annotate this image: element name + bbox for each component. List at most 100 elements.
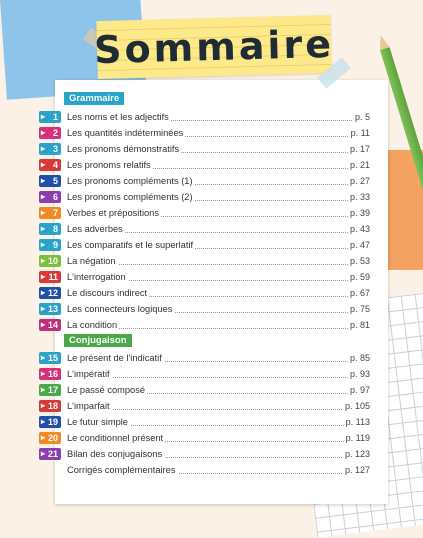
entry-page-number: p. 27 bbox=[347, 176, 370, 186]
toc-entry[interactable]: 15 Le présent de l'indicatif p. 85 bbox=[39, 350, 388, 366]
dot-leader bbox=[67, 216, 370, 217]
entry-label: Le futur simple bbox=[67, 417, 130, 427]
entry-label: Les pronoms compléments (1) bbox=[67, 176, 195, 186]
entry-page-number: p. 33 bbox=[347, 192, 370, 202]
dot-leader bbox=[67, 393, 370, 394]
entry-page-number: p. 85 bbox=[347, 353, 370, 363]
chapter-number-badge: 12 bbox=[39, 287, 61, 299]
entry-label: Les connecteurs logiques bbox=[67, 304, 175, 314]
entry-label: Les adverbes bbox=[67, 224, 125, 234]
entry-page-number: p. 97 bbox=[347, 385, 370, 395]
chapter-number-badge: 8 bbox=[39, 223, 61, 235]
entry-label: Le passé composé bbox=[67, 385, 148, 395]
dot-leader bbox=[67, 168, 370, 169]
entry-label: Les comparatifs et le superlatif bbox=[67, 240, 196, 250]
entry-page-number: p. 11 bbox=[348, 128, 370, 138]
dot-leader bbox=[67, 441, 370, 442]
chapter-number-badge: 18 bbox=[39, 400, 61, 412]
chapter-number-badge: 2 bbox=[39, 127, 61, 139]
toc-entry[interactable]: 7 Verbes et prépositions p. 39 bbox=[39, 205, 388, 221]
toc-entry[interactable]: 13 Les connecteurs logiques p. 75 bbox=[39, 301, 388, 317]
toc-entry[interactable]: 17 Le passé composé p. 97 bbox=[39, 382, 388, 398]
chapter-number-badge: 15 bbox=[39, 352, 61, 364]
dot-leader bbox=[67, 248, 370, 249]
toc-entry[interactable]: 4 Les pronoms relatifs p. 21 bbox=[39, 157, 388, 173]
entry-label: Les pronoms compléments (2) bbox=[67, 192, 195, 202]
entry-page-number: p. 5 bbox=[352, 112, 370, 122]
dot-leader bbox=[67, 296, 370, 297]
toc-entry[interactable]: 14 La condition p. 81 bbox=[39, 317, 388, 333]
toc-entry[interactable]: 1 Les noms et les adjectifs p. 5 bbox=[39, 109, 388, 125]
toc-entry[interactable]: 21 Bilan des conjugaisons p. 123 bbox=[39, 446, 388, 462]
toc-entry[interactable]: 9 Les comparatifs et le superlatif p. 47 bbox=[39, 237, 388, 253]
entry-page-number: p. 75 bbox=[347, 304, 370, 314]
toc-entry[interactable]: 2 Les quantités indéterminées p. 11 bbox=[39, 125, 388, 141]
chapter-number-badge: 19 bbox=[39, 416, 61, 428]
dot-leader bbox=[67, 361, 370, 362]
chapter-number-badge: 6 bbox=[39, 191, 61, 203]
dot-leader bbox=[67, 377, 370, 378]
dot-leader bbox=[67, 425, 370, 426]
entry-label: Les pronoms démonstratifs bbox=[67, 144, 182, 154]
entry-label: Bilan des conjugaisons bbox=[67, 449, 165, 459]
dot-leader bbox=[67, 232, 370, 233]
entry-label: Corrigés complémentaires bbox=[67, 465, 178, 475]
chapter-number-badge: 21 bbox=[39, 448, 61, 460]
entry-page-number: p. 113 bbox=[343, 417, 370, 427]
section-heading-conjugaison: Conjugaison bbox=[64, 334, 132, 347]
chapter-number-badge: 17 bbox=[39, 384, 61, 396]
dot-leader bbox=[67, 200, 370, 201]
entry-page-number: p. 127 bbox=[342, 465, 370, 475]
dot-leader bbox=[67, 264, 370, 265]
chapter-number-badge: 20 bbox=[39, 432, 61, 444]
entry-page-number: p. 105 bbox=[342, 401, 370, 411]
entry-page-number: p. 21 bbox=[347, 160, 370, 170]
toc-entry[interactable]: 10 La négation p. 53 bbox=[39, 253, 388, 269]
toc-entry-corriges[interactable]: Corrigés complémentaires p. 127 bbox=[55, 462, 388, 478]
entry-label: Les pronoms relatifs bbox=[67, 160, 153, 170]
entry-label: La condition bbox=[67, 320, 120, 330]
entry-label: Le conditionnel présent bbox=[67, 433, 166, 443]
entry-page-number: p. 93 bbox=[347, 369, 370, 379]
entry-label: La négation bbox=[67, 256, 118, 266]
entry-label: L'impératif bbox=[67, 369, 112, 379]
dot-leader bbox=[67, 457, 370, 458]
toc-entry[interactable]: 3 Les pronoms démonstratifs p. 17 bbox=[39, 141, 388, 157]
chapter-number-badge: 9 bbox=[39, 239, 61, 251]
toc-entry[interactable]: 20 Le conditionnel présent p. 119 bbox=[39, 430, 388, 446]
dot-leader bbox=[67, 120, 370, 121]
toc-entry[interactable]: 6 Les pronoms compléments (2) p. 33 bbox=[39, 189, 388, 205]
dot-leader bbox=[67, 280, 370, 281]
toc-entry[interactable]: 5 Les pronoms compléments (1) p. 27 bbox=[39, 173, 388, 189]
entry-label: Le présent de l'indicatif bbox=[67, 353, 164, 363]
entry-page-number: p. 81 bbox=[347, 320, 370, 330]
toc-entry[interactable]: 12 Le discours indirect p. 67 bbox=[39, 285, 388, 301]
toc-entry[interactable]: 11 L'interrogation p. 59 bbox=[39, 269, 388, 285]
entry-label: Le discours indirect bbox=[67, 288, 150, 298]
dot-leader bbox=[67, 136, 370, 137]
entry-label: Les quantités indéterminées bbox=[67, 128, 186, 138]
entry-page-number: p. 119 bbox=[343, 433, 370, 443]
entry-page-number: p. 59 bbox=[347, 272, 370, 282]
toc-entry[interactable]: 8 Les adverbes p. 43 bbox=[39, 221, 388, 237]
entry-page-number: p. 53 bbox=[347, 256, 370, 266]
chapter-number-badge: 11 bbox=[39, 271, 61, 283]
dot-leader bbox=[67, 312, 370, 313]
title-sticky-note: Sommaire bbox=[94, 14, 334, 80]
dot-leader bbox=[67, 328, 370, 329]
chapter-number-badge: 4 bbox=[39, 159, 61, 171]
chapter-number-badge: 7 bbox=[39, 207, 61, 219]
toc-entry[interactable]: 18 L'imparfait p. 105 bbox=[39, 398, 388, 414]
dot-leader bbox=[67, 152, 370, 153]
toc-entry[interactable]: 19 Le futur simple p. 113 bbox=[39, 414, 388, 430]
toc-entry[interactable]: 16 L'impératif p. 93 bbox=[39, 366, 388, 382]
entry-page-number: p. 43 bbox=[347, 224, 370, 234]
page-title: Sommaire bbox=[93, 21, 335, 73]
dot-leader bbox=[67, 473, 370, 474]
chapter-number-badge: 16 bbox=[39, 368, 61, 380]
chapter-number-badge: 13 bbox=[39, 303, 61, 315]
chapter-number-badge: 1 bbox=[39, 111, 61, 123]
entry-label: L'imparfait bbox=[67, 401, 112, 411]
chapter-number-badge: 14 bbox=[39, 319, 61, 331]
table-of-contents-page: Grammaire 1 Les noms et les adjectifs p. 5… bbox=[39, 80, 388, 504]
